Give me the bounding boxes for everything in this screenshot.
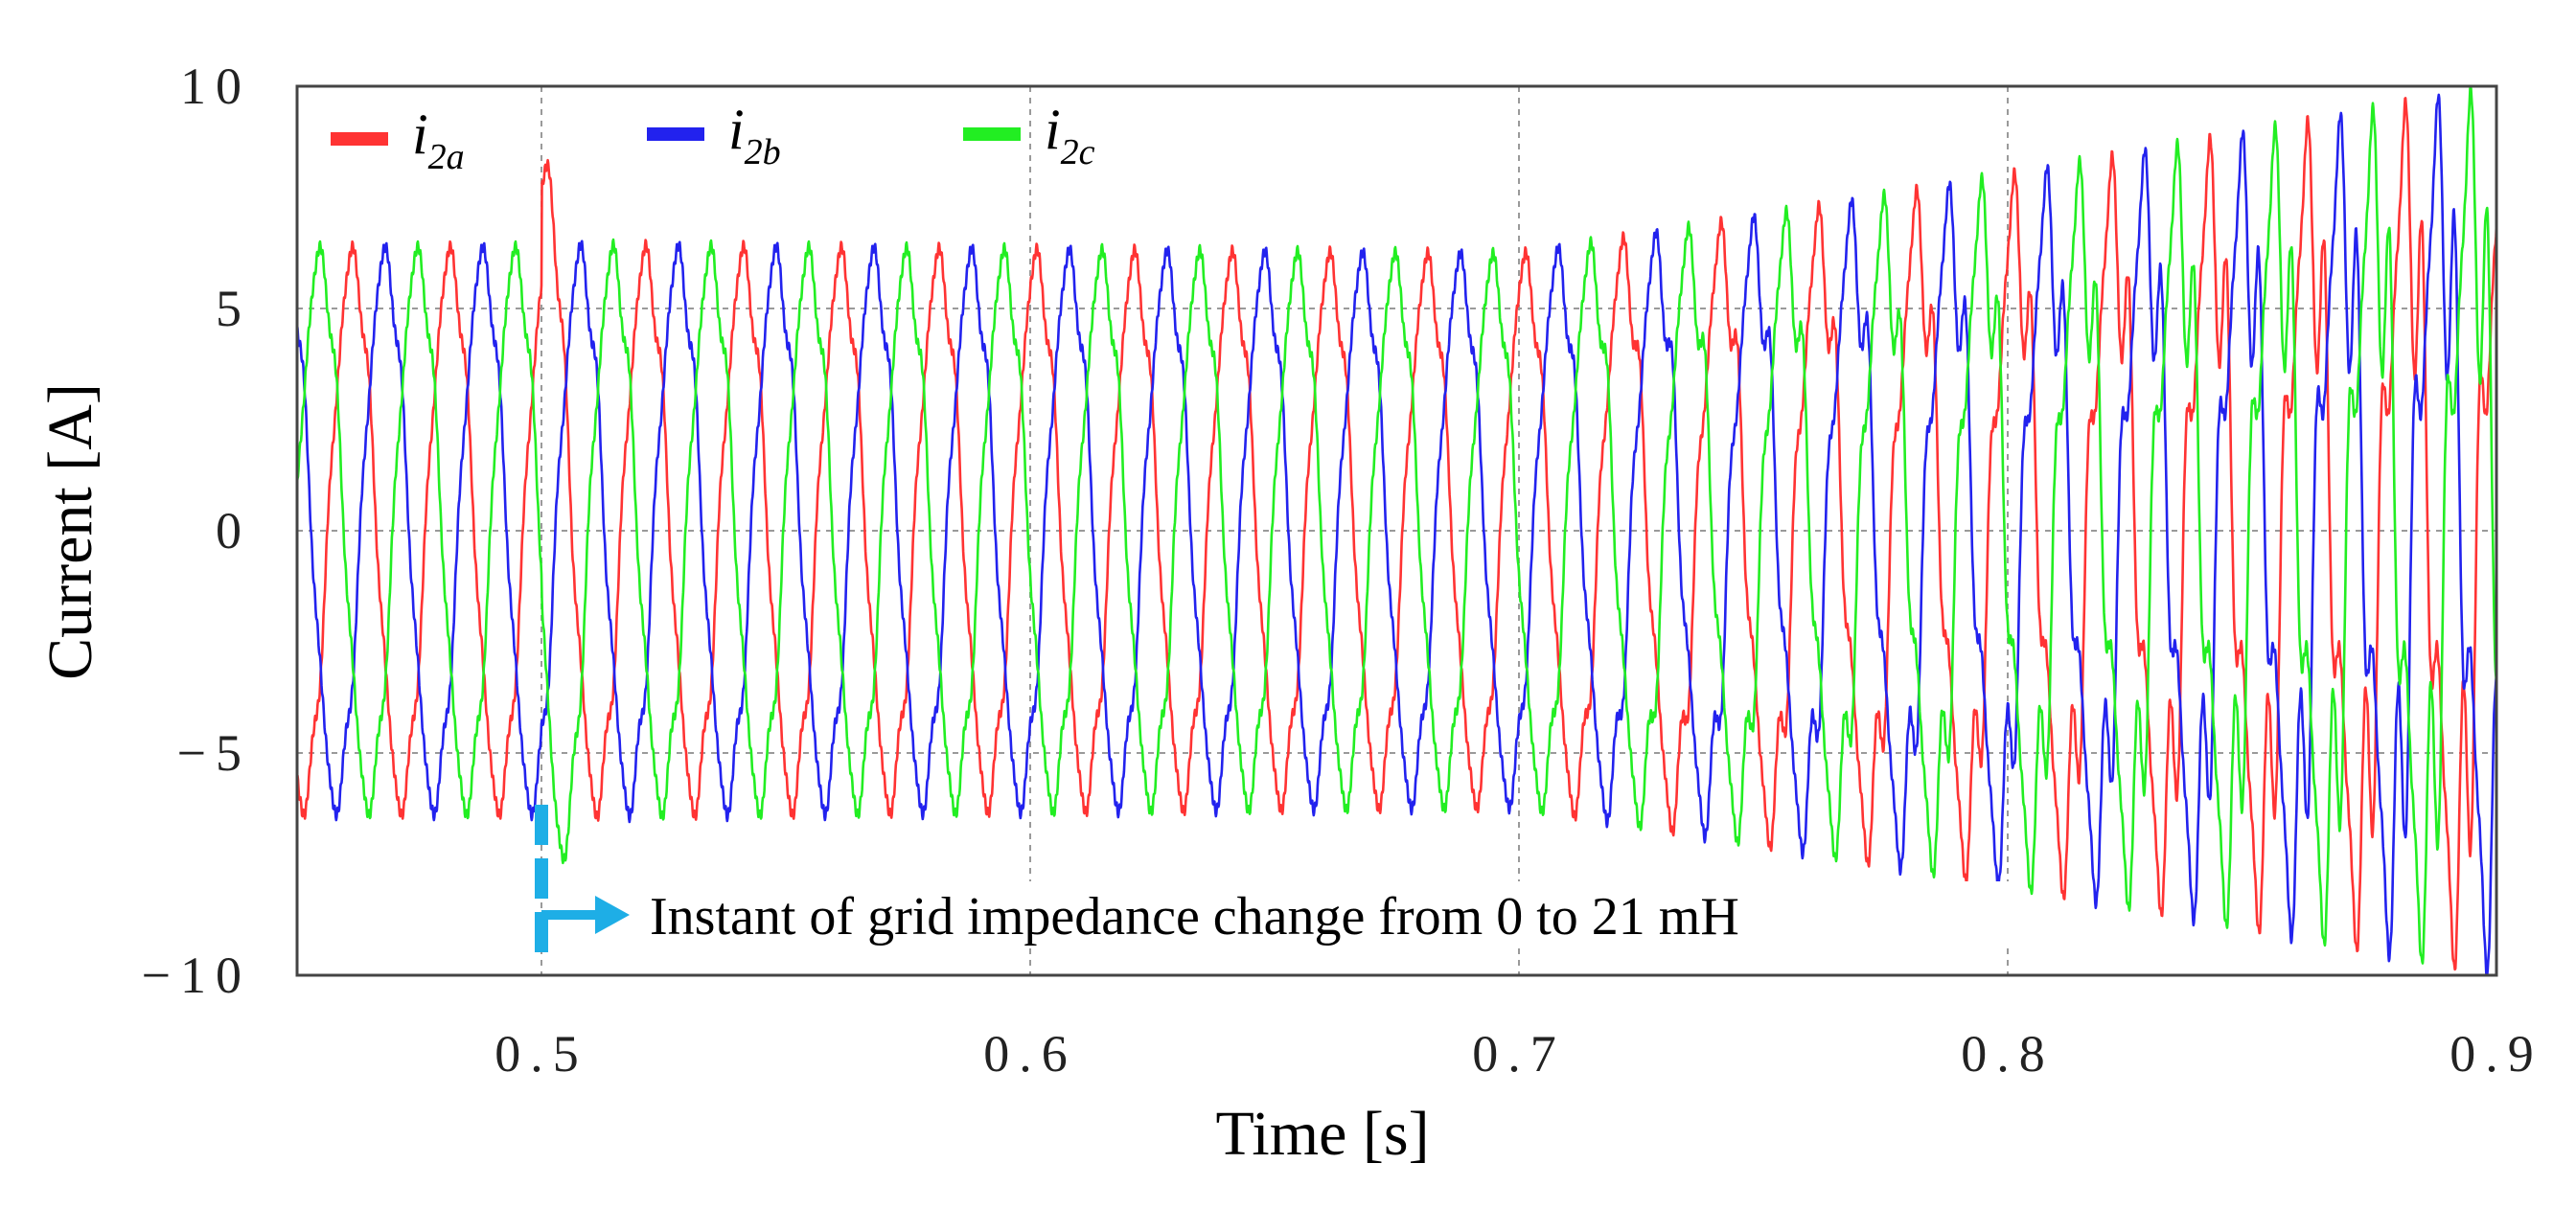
x-tick-labels: 0.5 0.6 0.7 0.8 0.9 — [494, 1025, 2543, 1083]
annotation: Instant of grid impedance change from 0 … — [535, 805, 2024, 963]
legend: i2a i2b i2c — [331, 98, 1095, 177]
legend-label-i2c: i2c — [1045, 98, 1095, 172]
annotation-label: Instant of grid impedance change from 0 … — [650, 887, 1739, 947]
y-tick-label: −5 — [177, 724, 251, 782]
x-tick-label: 0.9 — [2450, 1025, 2543, 1083]
legend-label-i2b: i2b — [728, 98, 781, 172]
y-tick-label: 5 — [216, 280, 251, 337]
series-layer — [295, 84, 2498, 977]
annotation-arrowhead — [595, 896, 630, 934]
series-line-i2b — [295, 93, 2498, 977]
y-axis-title: Current [A] — [35, 383, 105, 680]
y-tick-label: 10 — [180, 57, 251, 115]
annotation-label-bg — [644, 881, 2024, 945]
legend-label-i2a: i2a — [412, 103, 465, 177]
series-line-i2c — [295, 84, 2498, 965]
x-tick-label: 0.7 — [1472, 1025, 1566, 1083]
x-tick-label: 0.5 — [494, 1025, 588, 1083]
x-tick-label: 0.6 — [983, 1025, 1077, 1083]
y-tick-label: 0 — [216, 502, 251, 559]
x-tick-label: 0.8 — [1961, 1025, 2055, 1083]
y-tick-labels: −10 −5 0 5 10 — [142, 57, 251, 1004]
y-tick-label: −10 — [142, 947, 251, 1004]
x-axis-title: Time [s] — [1215, 1099, 1429, 1169]
plot-frame — [295, 84, 2498, 977]
